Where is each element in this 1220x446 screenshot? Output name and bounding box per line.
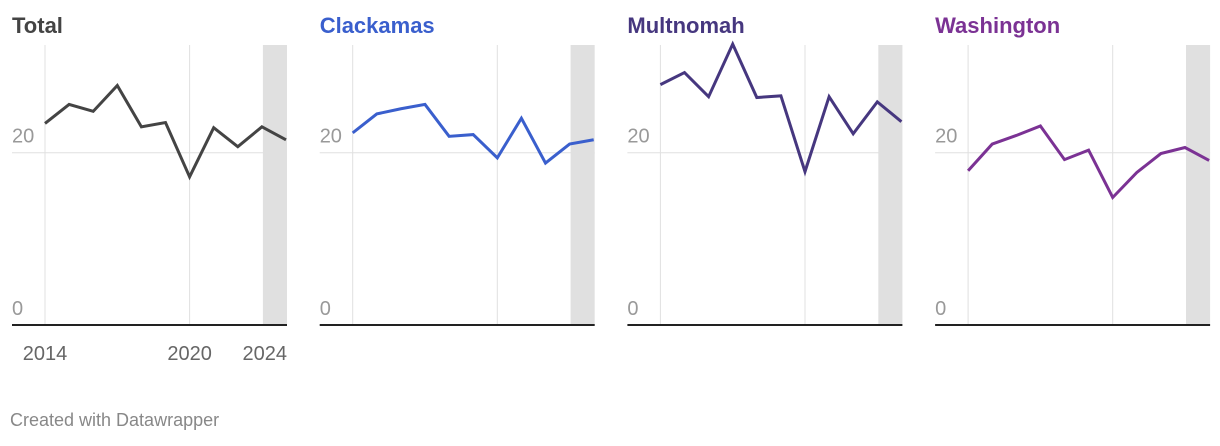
line bbox=[351, 102, 594, 166]
line bbox=[659, 40, 903, 177]
y-tick-label: 20 bbox=[935, 126, 957, 148]
panel-title: Multnomah bbox=[627, 13, 744, 38]
highlight-band bbox=[1186, 45, 1211, 325]
y-tick-label: 0 bbox=[627, 298, 638, 320]
x-tick-label: 2024 bbox=[243, 343, 288, 365]
highlight-band bbox=[878, 45, 903, 325]
y-tick-label: 20 bbox=[627, 126, 649, 148]
footer: Created with Datawrapper bbox=[10, 410, 219, 430]
y-tick-label: 0 bbox=[12, 298, 23, 320]
panel-title: Washington bbox=[935, 13, 1060, 38]
y-tick-label: 0 bbox=[935, 298, 946, 320]
highlight-band bbox=[570, 45, 595, 325]
panel-title: Clackamas bbox=[320, 13, 435, 38]
x-tick-label: 2020 bbox=[167, 343, 212, 365]
panel-title: Total bbox=[12, 13, 63, 38]
y-tick-label: 20 bbox=[12, 126, 34, 148]
highlight-band bbox=[262, 45, 287, 325]
line bbox=[44, 82, 287, 181]
line bbox=[966, 124, 1210, 201]
y-tick-label: 0 bbox=[320, 298, 331, 320]
x-tick-label: 2014 bbox=[23, 343, 68, 365]
y-tick-label: 20 bbox=[320, 126, 342, 148]
